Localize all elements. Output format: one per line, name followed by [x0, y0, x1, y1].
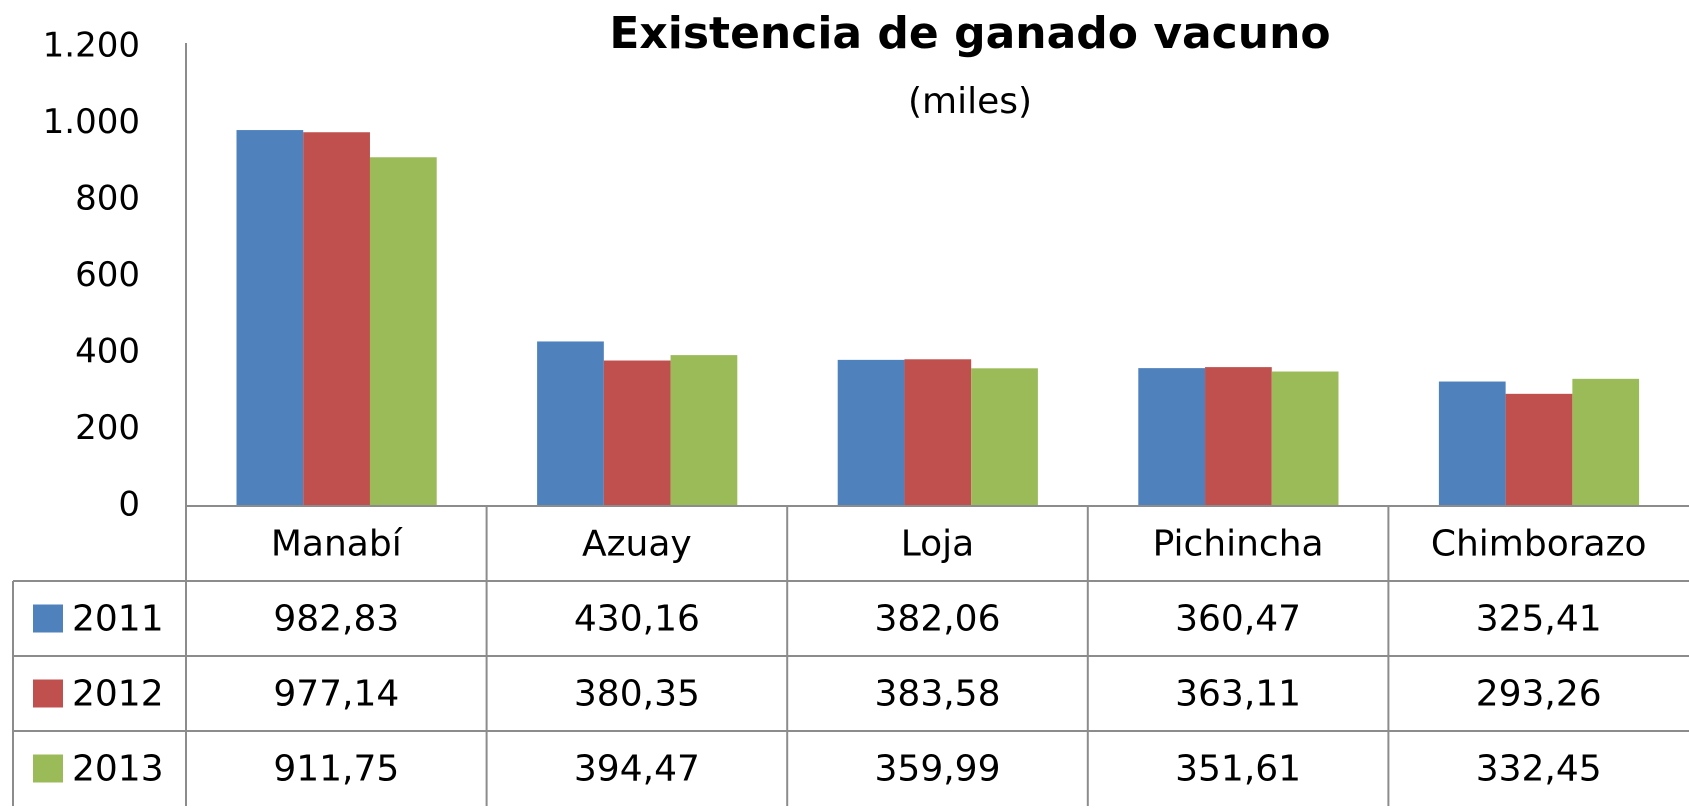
bar [670, 355, 738, 506]
y-tick-label: 400 [75, 332, 140, 372]
y-tick-label: 1.000 [43, 102, 140, 142]
bar [1438, 381, 1506, 506]
legend-swatch [33, 604, 63, 633]
x-tick-label: Manabí [271, 524, 403, 565]
bar [236, 130, 304, 507]
data-label: 380,35 [574, 674, 700, 715]
bar [837, 359, 905, 506]
bar [369, 157, 437, 507]
legend-swatch [33, 754, 63, 783]
bar [1505, 393, 1573, 506]
legend-label: 2011 [72, 599, 164, 640]
bar [537, 341, 604, 506]
y-tick-label: 600 [75, 255, 140, 295]
data-label: 363,11 [1175, 674, 1301, 715]
data-label: 383,58 [875, 674, 1001, 715]
data-label: 360,47 [1175, 599, 1301, 640]
data-label: 977,14 [273, 674, 399, 715]
data-label: 359,99 [875, 749, 1001, 790]
bar [603, 360, 671, 506]
chart-title: Existencia de ganado vacuno [609, 8, 1330, 59]
y-tick-label: 1.200 [43, 26, 140, 66]
data-label: 394,47 [574, 749, 700, 790]
bar [303, 132, 370, 506]
data-label: 293,26 [1476, 674, 1602, 715]
data-label: 351,61 [1175, 749, 1301, 790]
bar [1138, 368, 1206, 506]
legend-label: 2013 [72, 749, 164, 790]
y-tick-label: 0 [118, 485, 140, 525]
bar [971, 368, 1038, 506]
data-label: 982,83 [273, 599, 399, 640]
bar [1271, 371, 1339, 506]
x-tick-label: Azuay [582, 524, 692, 565]
y-tick-label: 800 [75, 179, 140, 219]
data-label: 911,75 [273, 749, 399, 790]
bar [1205, 367, 1272, 506]
y-tick-label: 200 [75, 408, 140, 448]
data-label: 332,45 [1476, 749, 1602, 790]
x-tick-label: Loja [901, 524, 975, 565]
data-label: 430,16 [574, 599, 700, 640]
x-tick-label: Pichincha [1153, 524, 1324, 565]
data-label: 325,41 [1476, 599, 1602, 640]
data-label: 382,06 [875, 599, 1001, 640]
bar [904, 359, 972, 506]
chart-subtitle: (miles) [908, 81, 1032, 122]
bar [1572, 378, 1640, 506]
legend-swatch [33, 679, 63, 708]
legend-label: 2012 [72, 674, 164, 715]
x-tick-label: Chimborazo [1431, 524, 1647, 565]
